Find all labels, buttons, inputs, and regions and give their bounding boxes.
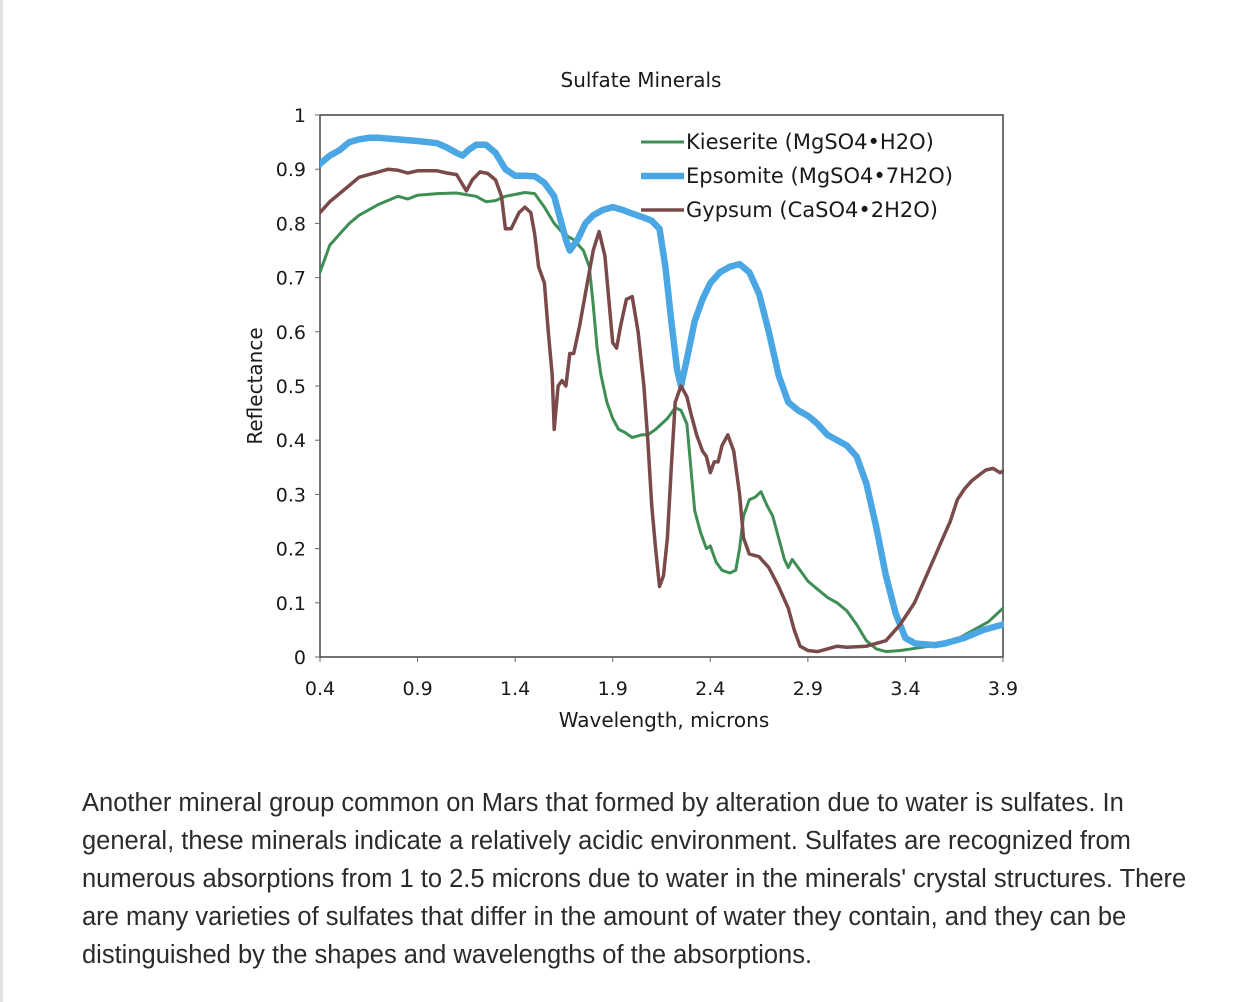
x-tick-label: 3.9 (988, 678, 1018, 700)
y-tick-label: 1 (294, 105, 306, 127)
chart-title: Sulfate Minerals (561, 68, 722, 92)
x-tick-label: 0.4 (305, 678, 335, 700)
y-tick-label: 0.6 (276, 322, 306, 344)
y-tick-label: 0.7 (276, 268, 306, 290)
x-tick-label: 1.4 (500, 678, 530, 700)
x-axis-title: Wavelength, microns (559, 708, 770, 732)
y-axis-ticks: 0 0.1 0.2 0.3 0.4 0.5 0.6 0.7 0.8 0.9 1 (276, 105, 320, 669)
caption-paragraph: Another mineral group common on Mars tha… (82, 789, 1187, 969)
y-tick-label: 0 (294, 647, 306, 669)
x-tick-label: 1.9 (598, 678, 628, 700)
y-tick-label: 0.3 (276, 484, 306, 506)
series-line-gypsum (320, 167, 1004, 654)
x-tick-label: 2.4 (695, 678, 725, 700)
x-tick-label: 2.9 (793, 678, 823, 700)
legend-label: Kieserite (MgSO4•H2O) (686, 130, 934, 154)
y-tick-label: 0.2 (276, 539, 306, 561)
y-axis-title: Reflectance (243, 327, 267, 444)
series-line-kieserite (320, 191, 1004, 654)
y-tick-label: 0.1 (276, 593, 306, 615)
page-left-border (0, 0, 3, 1002)
y-tick-label: 0.5 (276, 376, 306, 398)
sulfate-reflectance-chart: Sulfate Minerals Reflectance Wavelength,… (243, 68, 1018, 732)
x-axis-ticks: 0.4 0.9 1.4 1.9 2.4 2.9 3.4 3.9 (305, 657, 1018, 700)
x-tick-label: 0.9 (402, 678, 432, 700)
legend-label: Epsomite (MgSO4•7H2O) (686, 164, 953, 188)
y-tick-label: 0.4 (276, 430, 306, 452)
legend-label: Gypsum (CaSO4•2H2O) (686, 198, 938, 222)
x-tick-label: 3.4 (890, 678, 920, 700)
y-tick-label: 0.8 (276, 213, 306, 235)
y-tick-label: 0.9 (276, 159, 306, 181)
series-lines (320, 134, 1004, 654)
series-line-epsomite (320, 134, 1004, 649)
legend: Kieserite (MgSO4•H2O) Epsomite (MgSO4•7H2… (641, 130, 953, 222)
